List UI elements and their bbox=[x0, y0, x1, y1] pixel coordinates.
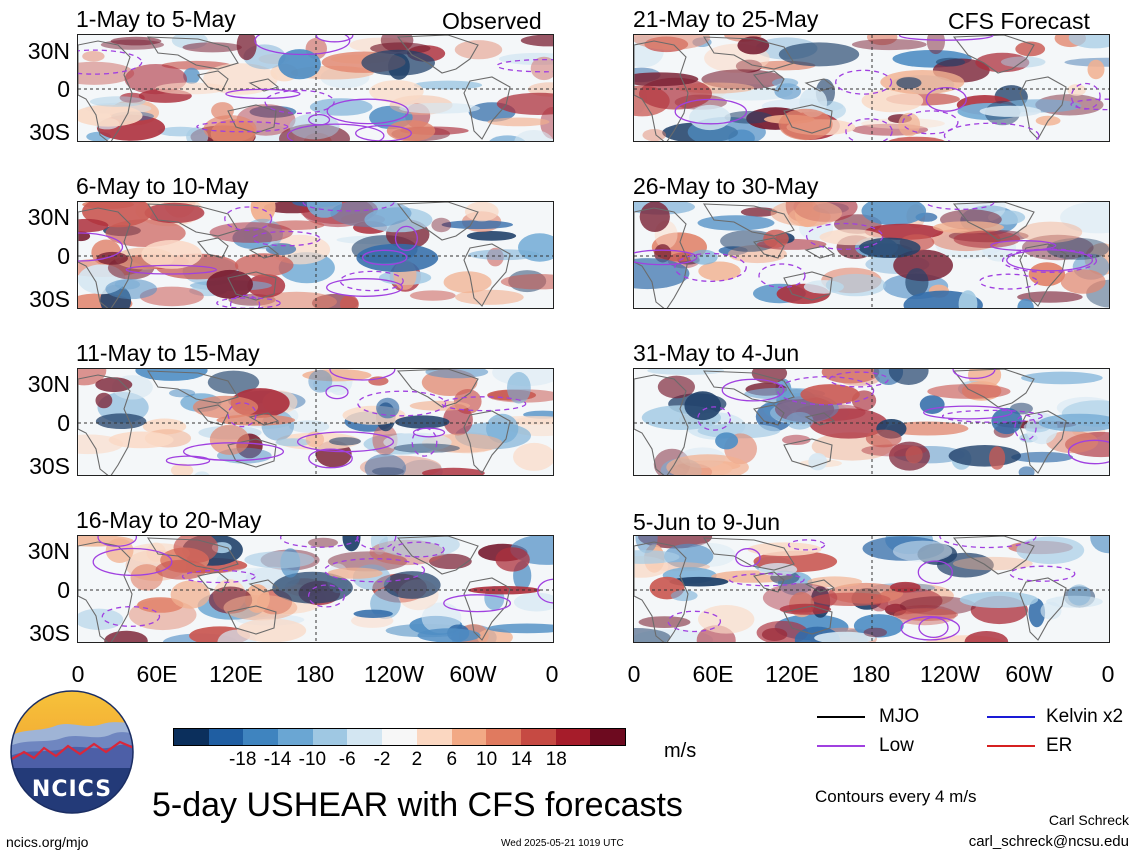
colorbar-tick-label: 6 bbox=[446, 749, 458, 770]
legend-label-kelvin: Kelvin x2 bbox=[1046, 706, 1124, 727]
colorbar-swatch bbox=[520, 729, 556, 745]
lat-label-0: 0 bbox=[57, 243, 70, 269]
lat-label-0: 0 bbox=[57, 410, 70, 436]
panel-title-3: 11-May to 15-May bbox=[76, 340, 260, 366]
lat-label-30s: 30S bbox=[29, 620, 70, 646]
lat-label-30n: 30N bbox=[27, 371, 70, 397]
colorbar-tick-label: -6 bbox=[338, 749, 356, 770]
author-email[interactable]: carl_schreck@ncsu.edu bbox=[968, 833, 1129, 850]
colorbar-swatch bbox=[312, 729, 348, 745]
lon-label: 120W bbox=[363, 661, 425, 687]
legend-line-low bbox=[817, 745, 865, 747]
colorbar-tick-label: 18 bbox=[545, 749, 567, 770]
lon-label: 180 bbox=[851, 661, 891, 687]
panel-title-5: 21-May to 25-May bbox=[633, 6, 819, 32]
map-panel-4 bbox=[77, 535, 554, 643]
colorbar-tick-label: -18 bbox=[228, 749, 257, 770]
panel-title-2: 6-May to 10-May bbox=[76, 173, 249, 199]
map-panel-3 bbox=[77, 368, 554, 476]
map-panel-2 bbox=[77, 201, 554, 309]
colorbar-tick-label: 10 bbox=[476, 749, 498, 770]
lat-label-0: 0 bbox=[57, 76, 70, 102]
map-panel-5 bbox=[633, 34, 1110, 142]
lon-label: 0 bbox=[71, 661, 85, 687]
colorbar-tick-label: -10 bbox=[298, 749, 327, 770]
colorbar-swatch bbox=[208, 729, 244, 745]
colorbar-swatch bbox=[590, 729, 625, 745]
panel-corner-observed: Observed bbox=[442, 8, 542, 34]
lat-label-30n: 30N bbox=[27, 204, 70, 230]
lon-label: 60E bbox=[692, 661, 734, 687]
legend-line-mjo bbox=[817, 716, 865, 718]
colorbar bbox=[173, 728, 626, 746]
colorbar-tick-label: 2 bbox=[411, 749, 423, 770]
lat-label-30n: 30N bbox=[27, 538, 70, 564]
legend-line-er bbox=[987, 745, 1035, 747]
map-panel-6 bbox=[633, 201, 1110, 309]
colorbar-swatch bbox=[347, 729, 383, 745]
lon-label: 0 bbox=[1101, 661, 1115, 687]
lon-label: 60E bbox=[136, 661, 178, 687]
legend-label-mjo: MJO bbox=[879, 706, 920, 727]
legend-label-low: Low bbox=[879, 735, 914, 756]
legend-line-kelvin bbox=[987, 716, 1035, 718]
lon-label: 0 bbox=[545, 661, 559, 687]
contours-note: Contours every 4 m/s bbox=[815, 787, 977, 806]
panel-title-1: 1-May to 5-May bbox=[76, 6, 236, 32]
legend-label-er: ER bbox=[1046, 735, 1073, 756]
colorbar-tick-label: -14 bbox=[263, 749, 292, 770]
lat-label-30s: 30S bbox=[29, 453, 70, 479]
website-link[interactable]: ncics.org/mjo bbox=[6, 834, 89, 850]
lat-label-30s: 30S bbox=[29, 119, 70, 145]
ncics-logo: NCICS bbox=[10, 690, 134, 814]
panel-title-4: 16-May to 20-May bbox=[76, 507, 262, 533]
lat-label-30s: 30S bbox=[29, 286, 70, 312]
panel-title-7: 31-May to 4-Jun bbox=[633, 340, 800, 366]
lat-label-30n: 30N bbox=[27, 38, 70, 64]
colorbar-swatch bbox=[278, 729, 313, 745]
colorbar-units: m/s bbox=[664, 740, 697, 762]
lon-label: 180 bbox=[295, 661, 335, 687]
colorbar-swatch bbox=[382, 729, 417, 745]
lon-label: 60W bbox=[449, 661, 497, 687]
lon-label: 0 bbox=[627, 661, 641, 687]
author-name: Carl Schreck bbox=[1048, 812, 1129, 828]
colorbar-swatch bbox=[174, 729, 209, 745]
colorbar-swatch bbox=[451, 729, 487, 745]
panel-corner-forecast: CFS Forecast bbox=[948, 8, 1090, 34]
colorbar-tick-label: 14 bbox=[510, 749, 533, 770]
ncics-logo-icon bbox=[10, 690, 134, 814]
lat-label-0: 0 bbox=[57, 577, 70, 603]
timestamp: Wed 2025-05-21 1019 UTC bbox=[501, 838, 624, 849]
lon-label: 120E bbox=[765, 661, 819, 687]
lon-label: 120W bbox=[919, 661, 981, 687]
map-panel-1 bbox=[77, 34, 554, 142]
colorbar-swatch bbox=[416, 729, 452, 745]
main-title: 5-day USHEAR with CFS forecasts bbox=[152, 786, 683, 824]
colorbar-swatch bbox=[243, 729, 279, 745]
colorbar-swatch bbox=[555, 729, 591, 745]
lon-label: 60W bbox=[1005, 661, 1053, 687]
panel-title-8: 5-Jun to 9-Jun bbox=[633, 509, 781, 535]
map-panel-8 bbox=[633, 535, 1110, 643]
logo-text: NCICS bbox=[31, 777, 113, 802]
colorbar-swatch bbox=[486, 729, 521, 745]
lon-label: 120E bbox=[209, 661, 263, 687]
panel-title-6: 26-May to 30-May bbox=[633, 173, 819, 199]
colorbar-tick-label: -2 bbox=[373, 749, 391, 770]
map-panel-7 bbox=[633, 368, 1110, 476]
